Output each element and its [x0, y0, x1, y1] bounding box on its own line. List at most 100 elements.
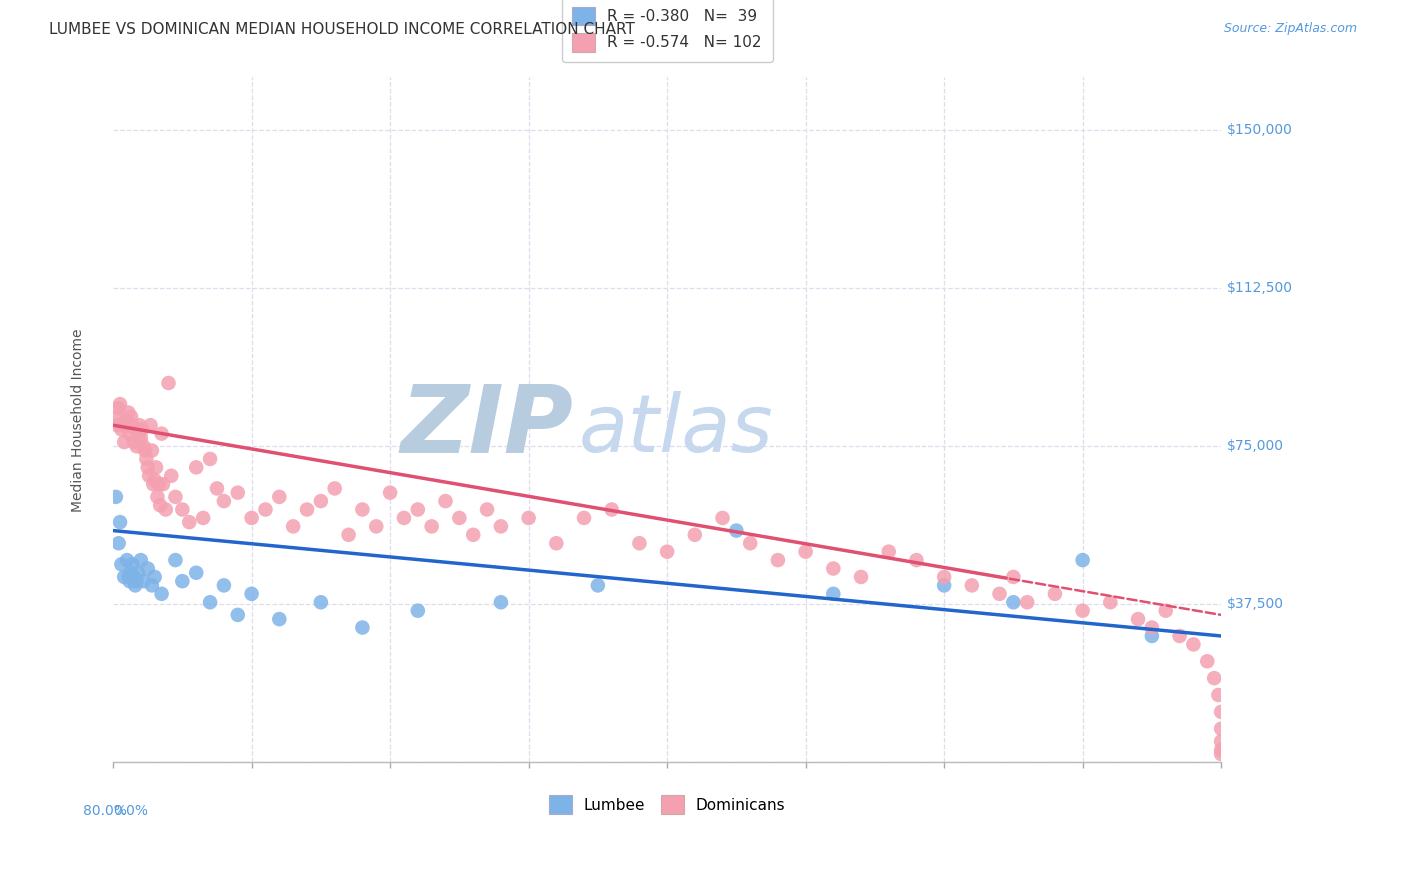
Point: [337, 528, 360, 542]
Point: [120, 566, 142, 580]
Point: [141, 578, 163, 592]
Point: [115, 418, 138, 433]
Point: [932, 570, 955, 584]
Point: [449, 511, 471, 525]
Point: [165, 490, 187, 504]
Point: [254, 502, 277, 516]
Point: [104, 490, 127, 504]
Point: [111, 418, 134, 433]
Point: [150, 426, 173, 441]
Point: [1071, 553, 1094, 567]
Point: [152, 477, 174, 491]
Point: [1126, 612, 1149, 626]
Point: [366, 519, 388, 533]
Point: [489, 519, 512, 533]
Point: [766, 553, 789, 567]
Point: [823, 561, 845, 575]
Point: [1140, 629, 1163, 643]
Point: [198, 451, 221, 466]
Point: [517, 511, 540, 525]
Point: [295, 502, 318, 516]
Point: [1168, 629, 1191, 643]
Point: [108, 397, 131, 411]
Text: Source: ZipAtlas.com: Source: ZipAtlas.com: [1223, 22, 1357, 36]
Point: [352, 502, 374, 516]
Point: [186, 566, 208, 580]
Point: [129, 553, 152, 567]
Point: [117, 406, 139, 420]
Point: [120, 409, 142, 424]
Point: [960, 578, 983, 592]
Point: [420, 519, 443, 533]
Point: [1211, 747, 1233, 761]
Point: [205, 482, 228, 496]
Point: [131, 422, 153, 436]
Point: [240, 511, 263, 525]
Point: [134, 443, 156, 458]
Point: [1099, 595, 1122, 609]
Point: [877, 544, 900, 558]
Point: [122, 570, 145, 584]
Point: [849, 570, 872, 584]
Point: [125, 574, 148, 589]
Point: [143, 570, 166, 584]
Point: [150, 587, 173, 601]
Point: [226, 607, 249, 622]
Point: [141, 443, 163, 458]
Point: [1071, 604, 1094, 618]
Point: [905, 553, 928, 567]
Point: [115, 553, 138, 567]
Text: 0.0%: 0.0%: [112, 804, 148, 818]
Point: [124, 422, 146, 436]
Point: [1140, 621, 1163, 635]
Point: [114, 414, 136, 428]
Point: [600, 502, 623, 516]
Point: [132, 574, 155, 589]
Point: [1204, 671, 1226, 685]
Text: Median Household Income: Median Household Income: [70, 328, 84, 512]
Point: [157, 376, 180, 390]
Point: [127, 431, 149, 445]
Point: [110, 422, 132, 436]
Point: [132, 439, 155, 453]
Point: [172, 574, 194, 589]
Point: [165, 553, 187, 567]
Point: [711, 511, 734, 525]
Point: [1208, 688, 1230, 702]
Point: [108, 515, 131, 529]
Point: [226, 485, 249, 500]
Text: ZIP: ZIP: [401, 381, 572, 473]
Point: [1211, 734, 1233, 748]
Point: [135, 451, 157, 466]
Point: [725, 524, 748, 538]
Point: [475, 502, 498, 516]
Text: 80.0%: 80.0%: [83, 804, 127, 818]
Point: [1154, 604, 1177, 618]
Point: [118, 426, 141, 441]
Point: [655, 544, 678, 558]
Point: [309, 494, 332, 508]
Point: [1182, 637, 1205, 651]
Point: [149, 498, 172, 512]
Point: [128, 418, 150, 433]
Point: [107, 401, 129, 416]
Text: atlas: atlas: [578, 392, 773, 469]
Point: [105, 418, 128, 433]
Point: [107, 536, 129, 550]
Legend: Lumbee, Dominicans: Lumbee, Dominicans: [540, 787, 794, 823]
Point: [143, 473, 166, 487]
Point: [794, 544, 817, 558]
Point: [1211, 743, 1233, 757]
Point: [1211, 722, 1233, 736]
Point: [118, 574, 141, 589]
Point: [309, 595, 332, 609]
Point: [1197, 654, 1219, 668]
Point: [138, 468, 160, 483]
Point: [352, 621, 374, 635]
Point: [155, 502, 177, 516]
Point: [146, 490, 169, 504]
Point: [124, 578, 146, 592]
Text: $75,000: $75,000: [1226, 439, 1284, 453]
Point: [1211, 705, 1233, 719]
Point: [378, 485, 401, 500]
